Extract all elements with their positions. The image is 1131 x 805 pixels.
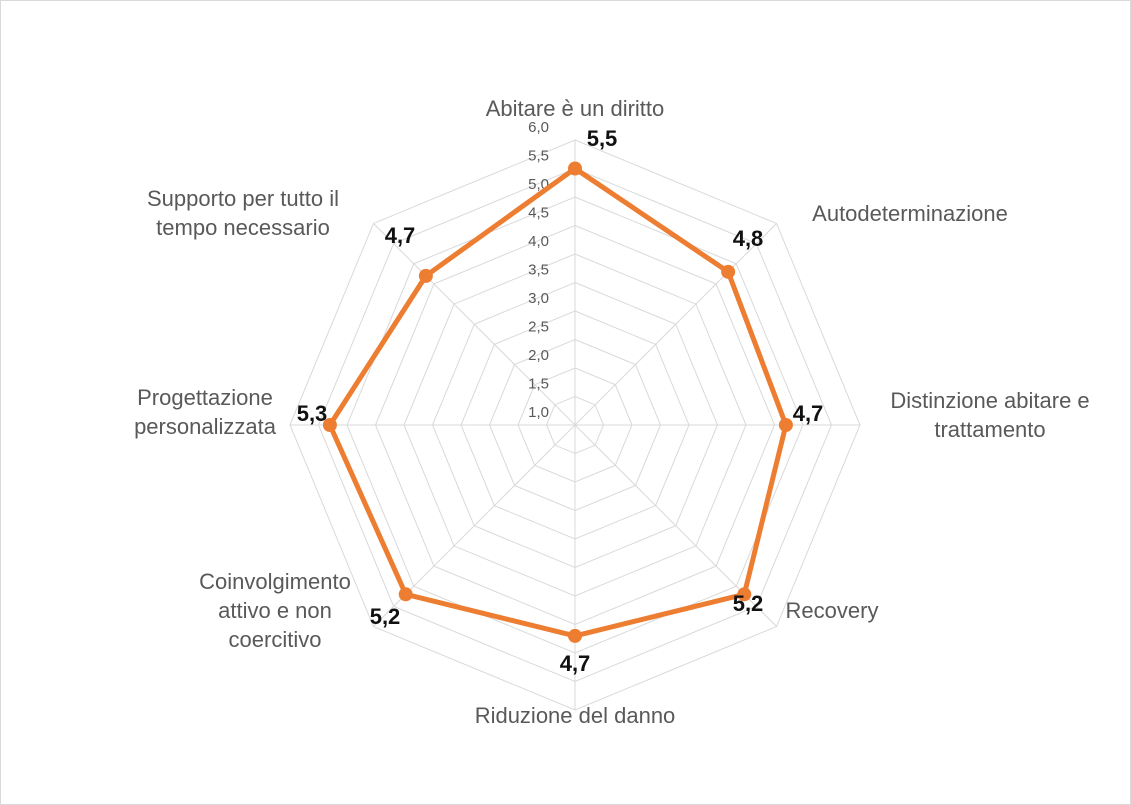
- category-label-wrap: Recovery: [732, 560, 932, 660]
- value-label: 4,7: [793, 401, 824, 426]
- category-label: Abitare è un diritto: [485, 95, 665, 121]
- value-label: 4,7: [385, 223, 416, 248]
- data-point: [322, 418, 337, 432]
- category-label: Riduzione del danno: [474, 702, 676, 728]
- value-label: 5,5: [587, 126, 618, 151]
- category-label-box: Supporto per tutto il tempo necessario: [123, 163, 363, 263]
- category-label-box: Recovery: [732, 560, 932, 660]
- category-label: Recovery: [785, 597, 879, 623]
- tick-label: 2,0: [528, 347, 549, 364]
- category-label: Progettazione personalizzata: [134, 385, 276, 439]
- value-label: 5,2: [370, 604, 401, 629]
- value-label: 5,3: [297, 401, 328, 426]
- tick-label: 3,0: [528, 290, 549, 307]
- category-label: Supporto per tutto il tempo necessario: [146, 186, 339, 240]
- tick-label: 1,0: [528, 404, 549, 421]
- category-label-wrap: Abitare è un diritto: [425, 58, 725, 158]
- category-label-wrap: Supporto per tutto il tempo necessario: [123, 163, 363, 263]
- category-label-box: Coinvolgimento attivo e non coercitivo: [190, 560, 360, 660]
- tick-label: 5,5: [528, 147, 549, 164]
- value-label: 4,8: [733, 226, 764, 251]
- tick-label: 6,0: [528, 119, 549, 136]
- category-label-wrap: Riduzione del danno: [425, 665, 725, 765]
- tick-label: 3,5: [528, 261, 549, 278]
- tick-label: 4,5: [528, 204, 549, 221]
- spoke: [373, 223, 576, 426]
- spoke: [574, 223, 777, 426]
- category-label: Coinvolgimento attivo e non coercitivo: [199, 568, 351, 652]
- data-point: [568, 161, 582, 176]
- category-label-box: Autodeterminazione: [780, 163, 1040, 263]
- category-label-wrap: Progettazione personalizzata: [118, 362, 293, 462]
- category-label-box: Abitare è un diritto: [425, 58, 725, 158]
- tick-label: 4,0: [528, 233, 549, 250]
- data-point: [568, 628, 582, 643]
- value-label: 5,2: [733, 591, 764, 616]
- data-point: [737, 587, 752, 602]
- category-label-box: Distinzione abitare e trattamento: [865, 365, 1115, 465]
- data-point: [721, 264, 736, 279]
- category-label-wrap: Autodeterminazione: [780, 163, 1040, 263]
- tick-label: 1,5: [528, 375, 549, 392]
- data-point: [418, 268, 433, 283]
- data-point: [778, 418, 793, 432]
- category-label: Distinzione abitare e trattamento: [890, 388, 1090, 442]
- data-point: [398, 587, 413, 602]
- category-label-box: Riduzione del danno: [425, 665, 725, 765]
- value-label: 4,7: [560, 651, 591, 676]
- category-label: Autodeterminazione: [812, 200, 1008, 226]
- category-label-box: Progettazione personalizzata: [118, 362, 293, 462]
- tick-label: 2,5: [528, 318, 549, 335]
- category-label-wrap: Coinvolgimento attivo e non coercitivo: [190, 560, 360, 660]
- category-label-wrap: Distinzione abitare e trattamento: [865, 365, 1115, 465]
